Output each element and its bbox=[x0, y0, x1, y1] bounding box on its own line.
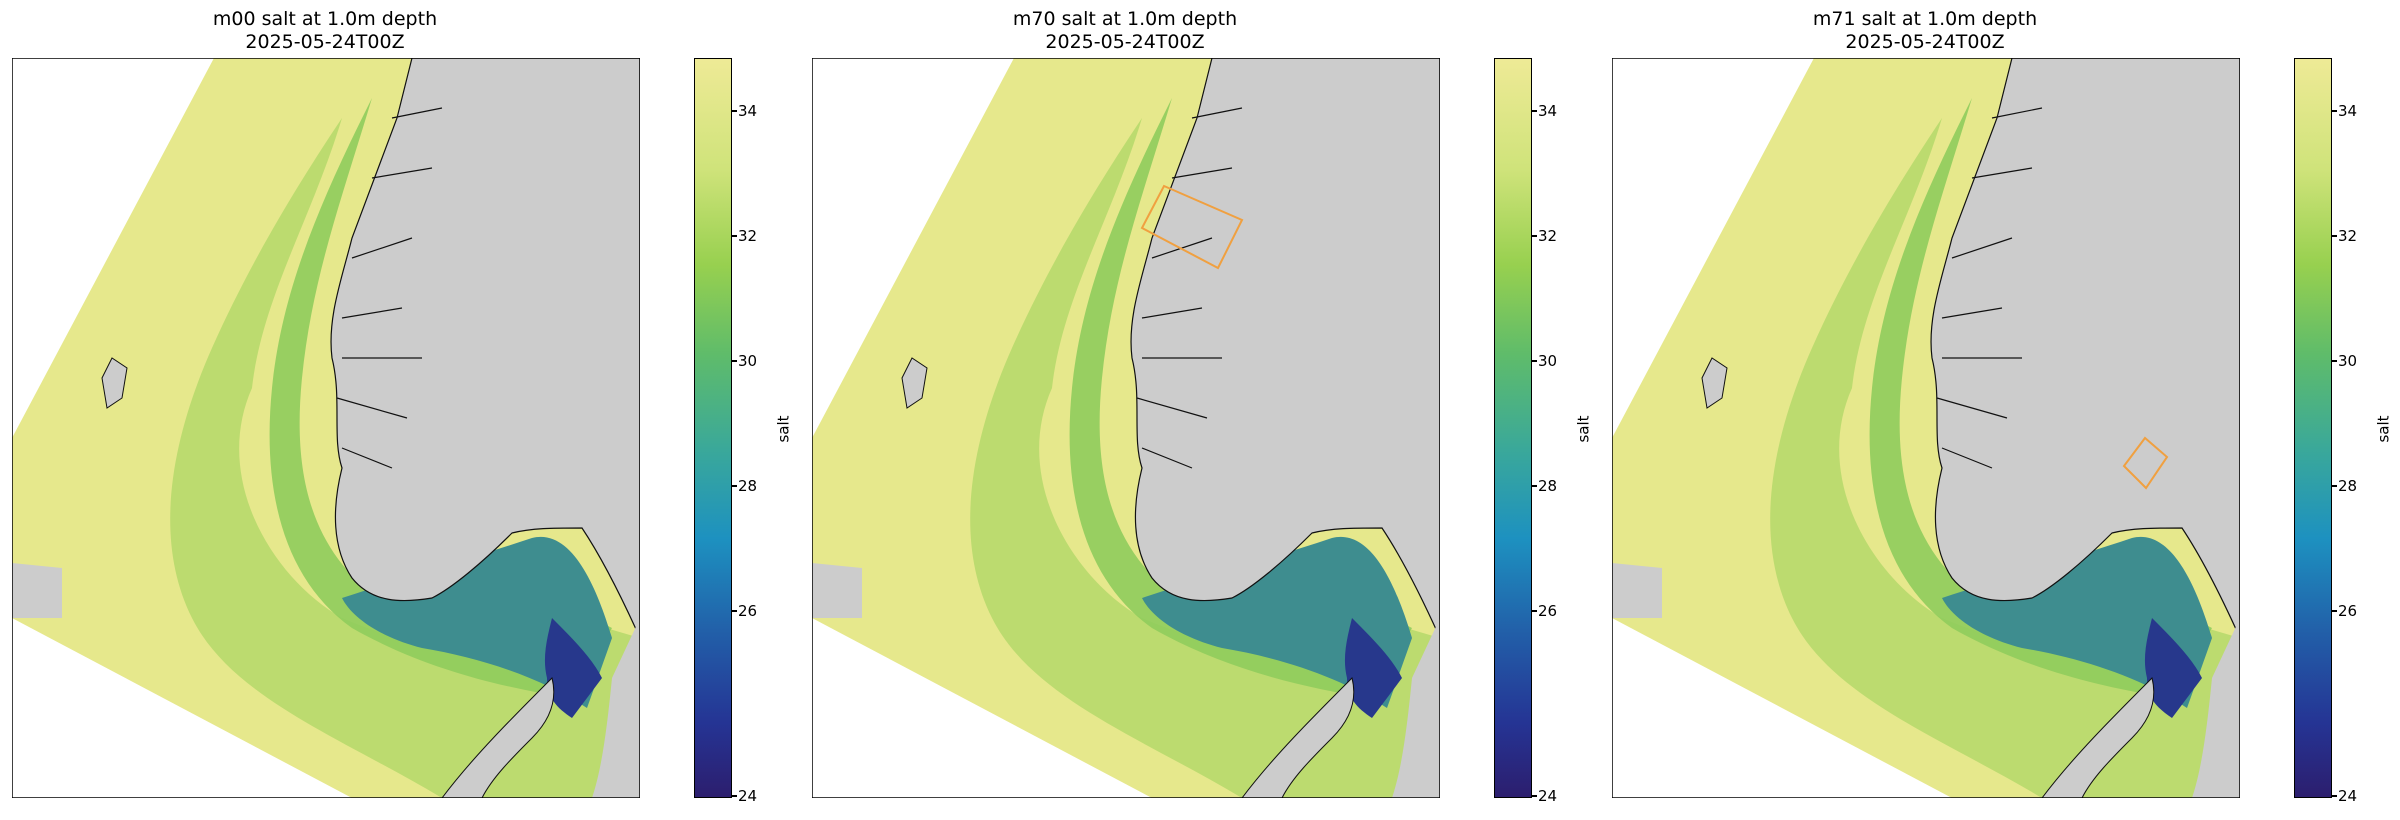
sweden-land bbox=[592, 618, 640, 798]
tick-label: 32 bbox=[730, 227, 758, 245]
shetland-land bbox=[1701, 357, 1728, 409]
denmark-land bbox=[2041, 677, 2155, 798]
tick-label: 24 bbox=[2330, 787, 2358, 805]
salinity-map bbox=[1612, 58, 2240, 798]
tick-label: 30 bbox=[2330, 352, 2358, 370]
tick-label: 34 bbox=[1530, 102, 1558, 120]
fjord-lines bbox=[1936, 107, 2043, 469]
tick-label: 24 bbox=[730, 787, 758, 805]
tick-label: 24 bbox=[1530, 787, 1558, 805]
tick-label: 26 bbox=[730, 602, 758, 620]
tick-label: 30 bbox=[730, 352, 758, 370]
sweden-land bbox=[2192, 618, 2240, 798]
tick-label: 26 bbox=[1530, 602, 1558, 620]
panel-title: m00 salt at 1.0m depth 2025-05-24T00Z bbox=[0, 8, 650, 54]
panel-m00: m00 salt at 1.0m depth 2025-05-24T00Z 34… bbox=[0, 0, 800, 820]
salinity-map bbox=[12, 58, 640, 798]
denmark-land bbox=[441, 677, 555, 798]
tick-label: 32 bbox=[2330, 227, 2358, 245]
tick-label: 28 bbox=[1530, 477, 1558, 495]
norway-land bbox=[1130, 58, 1440, 639]
tick-label: 26 bbox=[2330, 602, 2358, 620]
colorbar bbox=[694, 58, 732, 798]
panel-m70: m70 salt at 1.0m depth 2025-05-24T00Z 34… bbox=[800, 0, 1600, 820]
tick-label: 28 bbox=[730, 477, 758, 495]
shelf-water bbox=[970, 118, 1440, 798]
oslofjord-low-salt bbox=[1344, 618, 1402, 718]
colorbar-label: salt bbox=[1574, 415, 1593, 443]
uk-land bbox=[812, 563, 862, 618]
colorbar bbox=[1494, 58, 1532, 798]
oslofjord-low-salt bbox=[2144, 618, 2202, 718]
title-line: m71 salt at 1.0m depth bbox=[1812, 8, 2038, 30]
panel-m71: m71 salt at 1.0m depth 2025-05-24T00Z 34… bbox=[1600, 0, 2400, 820]
tick-label: 28 bbox=[2330, 477, 2358, 495]
title-line: m00 salt at 1.0m depth bbox=[212, 8, 438, 30]
time-line: 2025-05-24T00Z bbox=[1845, 31, 2005, 53]
sweden-land bbox=[1392, 618, 1440, 798]
fjord-lines bbox=[336, 107, 443, 469]
tick-label: 30 bbox=[1530, 352, 1558, 370]
shetland-land bbox=[901, 357, 928, 409]
panel-title: m70 salt at 1.0m depth 2025-05-24T00Z bbox=[800, 8, 1450, 54]
oslofjord-low-salt bbox=[544, 618, 602, 718]
title-line: m70 salt at 1.0m depth bbox=[1012, 8, 1238, 30]
salinity-map bbox=[812, 58, 1440, 798]
highlight-box bbox=[1140, 184, 1244, 270]
time-line: 2025-05-24T00Z bbox=[245, 31, 405, 53]
norway-land bbox=[1930, 58, 2240, 639]
uk-land bbox=[12, 563, 62, 618]
uk-land bbox=[1612, 563, 1662, 618]
tick-label: 32 bbox=[1530, 227, 1558, 245]
tick-label: 34 bbox=[2330, 102, 2358, 120]
colorbar bbox=[2294, 58, 2332, 798]
shelf-water bbox=[170, 118, 640, 798]
shetland-land bbox=[101, 357, 128, 409]
norway-land bbox=[330, 58, 640, 639]
denmark-land bbox=[1241, 677, 1355, 798]
highlight-box bbox=[2122, 436, 2169, 490]
panel-title: m71 salt at 1.0m depth 2025-05-24T00Z bbox=[1600, 8, 2250, 54]
time-line: 2025-05-24T00Z bbox=[1045, 31, 1205, 53]
colorbar-label: salt bbox=[774, 415, 793, 443]
shelf-water bbox=[1770, 118, 2240, 798]
tick-label: 34 bbox=[730, 102, 758, 120]
colorbar-label: salt bbox=[2374, 415, 2393, 443]
